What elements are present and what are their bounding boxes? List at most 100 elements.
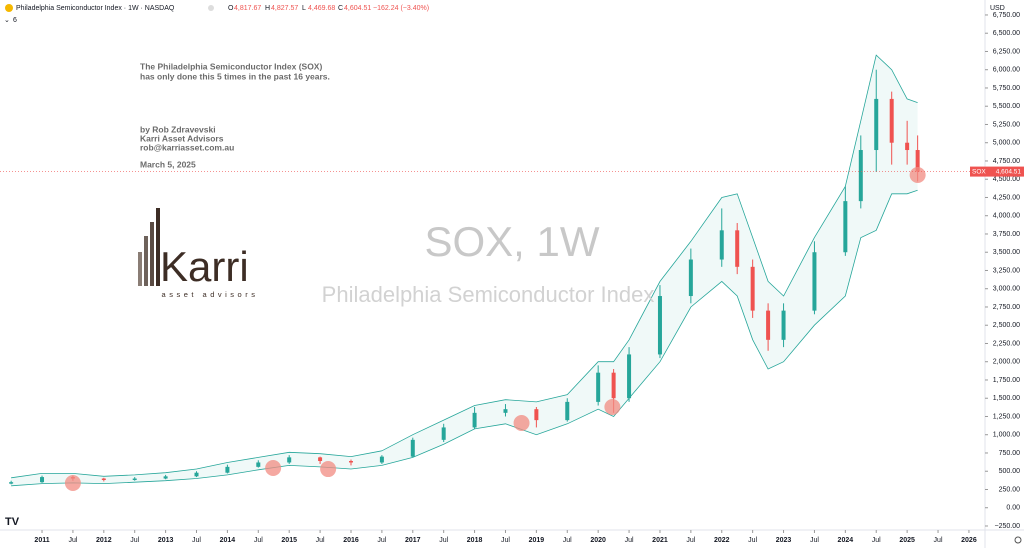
x-tick-label: Jul [192, 537, 201, 544]
change: −162.24 (−3.40%) [373, 5, 429, 12]
candle-body [874, 98, 879, 151]
y-tick-label: 6,750.00 [993, 12, 1020, 19]
candle-body [766, 310, 771, 340]
y-tick-label: 5,000.00 [993, 140, 1020, 147]
x-tick-label: Jul [130, 537, 139, 544]
candle-body [256, 462, 261, 467]
candle-body [719, 230, 724, 260]
x-tick-label: Jul [316, 537, 325, 544]
x-tick-label: 2025 [899, 537, 915, 544]
candle-body [101, 478, 106, 480]
y-tick-label: 2,250.00 [993, 340, 1020, 347]
indicator-count[interactable]: 6 [13, 17, 17, 24]
candle-body [843, 201, 848, 253]
x-tick-label: 2012 [96, 537, 112, 544]
x-tick-label: Jul [68, 537, 77, 544]
y-tick-label: 0.00 [1006, 505, 1020, 512]
symbol-icon [5, 4, 13, 12]
x-tick-label: 2021 [652, 537, 668, 544]
y-tick-label: 500.00 [999, 468, 1021, 475]
watermark-subtitle: Philadelphia Semiconductor Index [322, 282, 655, 307]
candle-body [858, 150, 863, 202]
candle-body [441, 427, 446, 440]
candle-body [472, 412, 477, 428]
candle-body [688, 259, 693, 297]
indicator-toggle[interactable]: ⌄ [4, 17, 10, 24]
candle-body [735, 230, 740, 267]
x-tick-label: Jul [501, 537, 510, 544]
x-tick-label: 2019 [529, 537, 545, 544]
candle-body [379, 456, 384, 463]
candle-body [287, 457, 292, 463]
watermark: SOX, 1W [424, 218, 599, 265]
y-tick-label: 1,250.00 [993, 413, 1020, 420]
y-tick-label: 3,000.00 [993, 286, 1020, 293]
x-tick-label: Jul [934, 537, 943, 544]
y-tick-label: 4,750.00 [993, 158, 1020, 165]
candle-body [889, 98, 894, 143]
highlight [513, 414, 530, 431]
c-label: C [338, 5, 343, 12]
x-tick-label: Jul [748, 537, 757, 544]
band-fill [11, 55, 918, 486]
last-price-tag [970, 166, 1024, 177]
y-tick-label: 5,500.00 [993, 103, 1020, 110]
x-tick-label: 2013 [158, 537, 174, 544]
y-tick-label: 1,750.00 [993, 377, 1020, 384]
y-tick-label: −250.00 [995, 523, 1021, 530]
note-line: The Philadelphia Semiconductor Index (SO… [140, 61, 322, 71]
y-tick-label: 1,500.00 [993, 395, 1020, 402]
y-tick-label: 6,000.00 [993, 67, 1020, 74]
candle-body [596, 372, 601, 402]
y-tick-label: 3,750.00 [993, 231, 1020, 238]
settings-icon[interactable] [1014, 536, 1022, 544]
x-tick-label: Jul [810, 537, 819, 544]
x-tick-label: 2022 [714, 537, 730, 544]
tv-logo[interactable]: TV [5, 516, 20, 528]
candle-body [40, 477, 45, 483]
x-tick-label: Jul [377, 537, 386, 544]
o-label: O [228, 5, 234, 12]
y-tick-label: 2,750.00 [993, 304, 1020, 311]
x-tick-label: 2015 [281, 537, 297, 544]
candle-body [812, 252, 817, 311]
status-icon [208, 5, 214, 11]
x-tick-label: 2024 [838, 537, 854, 544]
candle-body [565, 401, 570, 421]
currency[interactable]: USD [990, 5, 1005, 12]
highlight [604, 398, 621, 415]
candle-body [225, 466, 230, 473]
y-tick-label: 6,250.00 [993, 48, 1020, 55]
highlight [265, 460, 282, 477]
x-tick-label: 2017 [405, 537, 421, 544]
x-tick-label: Jul [625, 537, 634, 544]
x-tick-label: 2020 [590, 537, 606, 544]
candle-body [611, 372, 616, 399]
x-tick-label: Jul [872, 537, 881, 544]
x-tick-label: 2018 [467, 537, 483, 544]
logo-name: Karri [160, 243, 249, 290]
y-tick-label: 5,250.00 [993, 121, 1020, 128]
author-line: Karri Asset Advisors [140, 133, 224, 143]
candle-body [750, 266, 755, 311]
y-tick-label: 3,250.00 [993, 267, 1020, 274]
h-label: H [265, 5, 270, 12]
candle-body [915, 150, 920, 172]
x-axis-strip [0, 530, 1024, 548]
l-value: 4,469.68 [308, 5, 335, 12]
candle-body [9, 482, 14, 484]
candle-body [163, 476, 168, 479]
x-tick-label: Jul [686, 537, 695, 544]
x-tick-label: Jul [439, 537, 448, 544]
highlight [909, 166, 926, 183]
author-line: by Rob Zdravevski [140, 124, 216, 134]
y-tick-label: 750.00 [999, 450, 1021, 457]
candle-body [627, 354, 632, 399]
x-tick-label: 2023 [776, 537, 792, 544]
candle-body [905, 142, 910, 151]
y-tick-label: 3,500.00 [993, 249, 1020, 256]
candle-body [194, 472, 199, 477]
symbol: Philadelphia Semiconductor Index · 1W · … [16, 5, 175, 12]
